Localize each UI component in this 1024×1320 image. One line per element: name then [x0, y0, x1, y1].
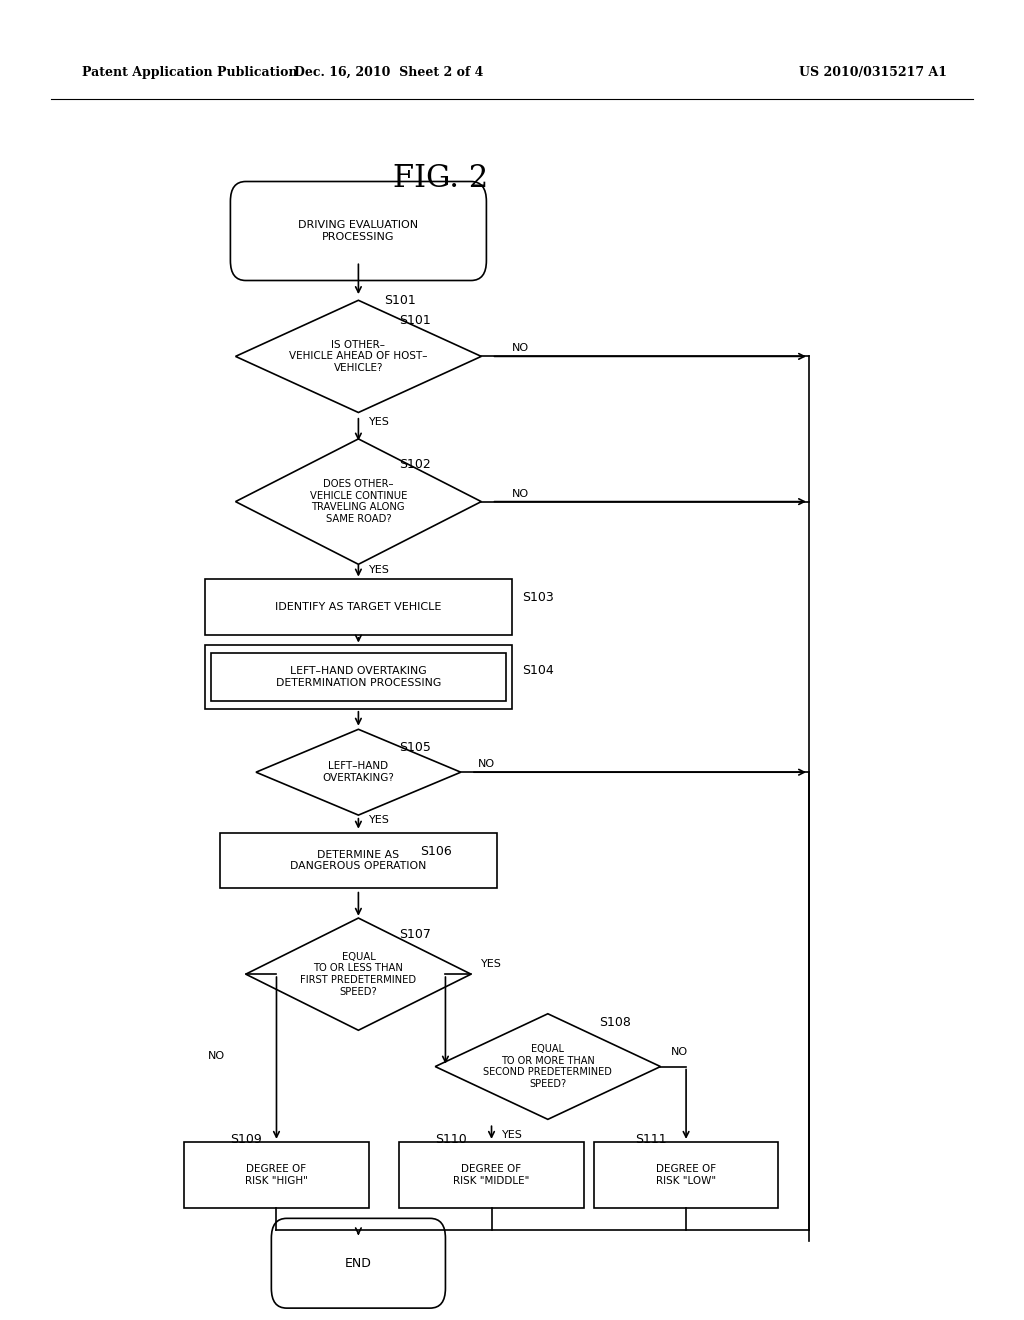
Polygon shape: [256, 729, 461, 814]
Bar: [594, 1142, 778, 1208]
Bar: [220, 833, 497, 888]
Text: YES: YES: [369, 565, 389, 576]
Text: DRIVING EVALUATION
PROCESSING: DRIVING EVALUATION PROCESSING: [298, 220, 419, 242]
Text: NO: NO: [208, 1051, 225, 1061]
Text: NO: NO: [478, 759, 496, 770]
Polygon shape: [236, 301, 481, 412]
Text: S102: S102: [399, 458, 431, 471]
Text: DOES OTHER–
VEHICLE CONTINUE
TRAVELING ALONG
SAME ROAD?: DOES OTHER– VEHICLE CONTINUE TRAVELING A…: [309, 479, 408, 524]
Bar: [184, 1142, 369, 1208]
Text: Patent Application Publication: Patent Application Publication: [82, 66, 297, 79]
Text: S110: S110: [435, 1133, 467, 1146]
Text: FIG. 2: FIG. 2: [392, 162, 488, 194]
Text: S106: S106: [420, 845, 452, 858]
Polygon shape: [236, 438, 481, 565]
Text: DETERMINE AS
DANGEROUS OPERATION: DETERMINE AS DANGEROUS OPERATION: [290, 850, 427, 871]
Text: S105: S105: [399, 741, 431, 754]
Bar: [205, 579, 512, 635]
FancyBboxPatch shape: [271, 1218, 445, 1308]
Bar: [399, 1142, 584, 1208]
Text: S108: S108: [599, 1016, 631, 1030]
Text: LEFT–HAND
OVERTAKING?: LEFT–HAND OVERTAKING?: [323, 762, 394, 783]
Text: DEGREE OF
RISK "LOW": DEGREE OF RISK "LOW": [656, 1164, 716, 1185]
Bar: [205, 645, 512, 709]
FancyBboxPatch shape: [230, 181, 486, 281]
Text: S107: S107: [399, 928, 431, 941]
Text: YES: YES: [502, 1130, 522, 1140]
Text: DEGREE OF
RISK "HIGH": DEGREE OF RISK "HIGH": [245, 1164, 308, 1185]
Text: IS OTHER–
VEHICLE AHEAD OF HOST–
VEHICLE?: IS OTHER– VEHICLE AHEAD OF HOST– VEHICLE…: [289, 339, 428, 374]
Text: S103: S103: [522, 591, 554, 605]
Text: EQUAL
TO OR MORE THAN
SECOND PREDETERMINED
SPEED?: EQUAL TO OR MORE THAN SECOND PREDETERMIN…: [483, 1044, 612, 1089]
Bar: [211, 653, 506, 701]
Text: END: END: [345, 1257, 372, 1270]
Text: S109: S109: [230, 1133, 262, 1146]
Text: NO: NO: [671, 1047, 688, 1057]
Polygon shape: [246, 919, 471, 1030]
Text: NO: NO: [512, 488, 529, 499]
Text: YES: YES: [481, 958, 502, 969]
Text: LEFT–HAND OVERTAKING
DETERMINATION PROCESSING: LEFT–HAND OVERTAKING DETERMINATION PROCE…: [275, 667, 441, 688]
Text: YES: YES: [369, 417, 389, 428]
Text: Dec. 16, 2010  Sheet 2 of 4: Dec. 16, 2010 Sheet 2 of 4: [295, 66, 483, 79]
Polygon shape: [435, 1014, 660, 1119]
Text: IDENTIFY AS TARGET VEHICLE: IDENTIFY AS TARGET VEHICLE: [275, 602, 441, 612]
Text: EQUAL
TO OR LESS THAN
FIRST PREDETERMINED
SPEED?: EQUAL TO OR LESS THAN FIRST PREDETERMINE…: [300, 952, 417, 997]
Text: S104: S104: [522, 664, 554, 677]
Text: YES: YES: [369, 814, 389, 825]
Text: S101: S101: [399, 314, 431, 327]
Text: DEGREE OF
RISK "MIDDLE": DEGREE OF RISK "MIDDLE": [454, 1164, 529, 1185]
Text: S111: S111: [635, 1133, 667, 1146]
Text: US 2010/0315217 A1: US 2010/0315217 A1: [799, 66, 947, 79]
Text: S101: S101: [384, 294, 416, 308]
Text: NO: NO: [512, 343, 529, 354]
